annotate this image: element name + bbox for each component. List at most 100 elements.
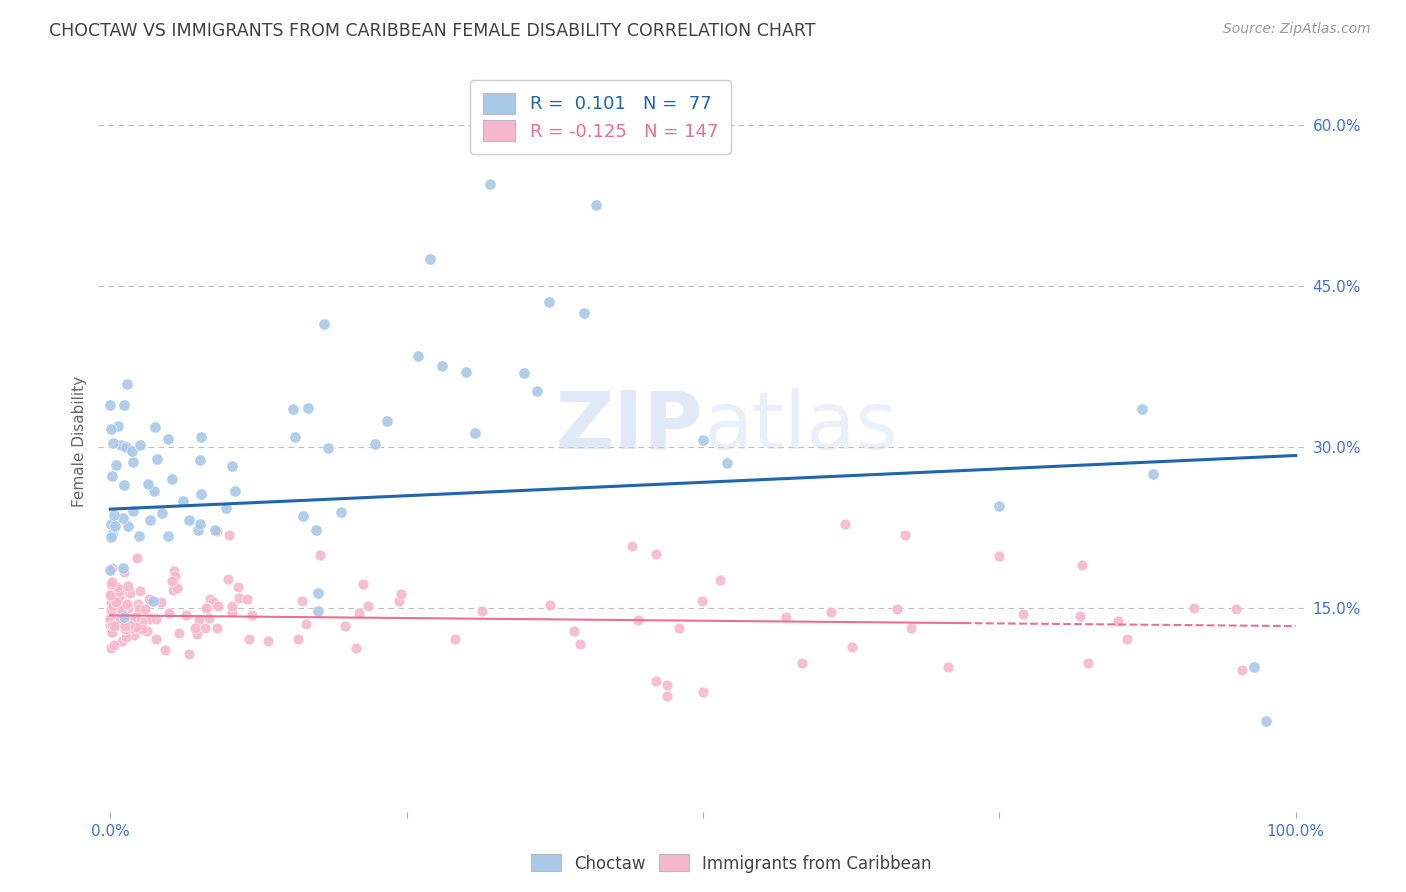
Point: [100, 640, 122, 655]
Point: [893, 528, 915, 542]
Point: [114, 623, 136, 637]
Point: [221, 458, 243, 473]
Point: [112, 565, 135, 579]
Point: [344, 640, 367, 655]
Point: [100, 590, 122, 604]
Point: [166, 581, 188, 595]
Point: [160, 574, 183, 588]
Point: [100, 530, 122, 544]
Point: [98, 612, 121, 626]
Point: [104, 518, 127, 533]
Point: [101, 605, 124, 619]
Point: [167, 626, 190, 640]
Point: [107, 419, 129, 434]
Point: [226, 580, 249, 594]
Point: [235, 591, 257, 606]
Point: [197, 601, 219, 615]
Point: [284, 429, 307, 443]
Point: [108, 591, 131, 605]
Point: [432, 359, 454, 374]
Point: [114, 440, 136, 454]
Point: [107, 616, 129, 631]
Point: [150, 595, 173, 609]
Point: [287, 632, 309, 646]
Point: [1012, 607, 1035, 621]
Point: [128, 601, 150, 615]
Point: [188, 517, 211, 532]
Point: [139, 612, 162, 626]
Point: [112, 398, 135, 412]
Point: [194, 601, 217, 615]
Point: [101, 561, 124, 575]
Point: [1077, 657, 1099, 671]
Point: [387, 593, 409, 607]
Point: [103, 585, 125, 599]
Point: [1116, 632, 1139, 646]
Point: [471, 604, 494, 618]
Point: [309, 548, 332, 562]
Point: [112, 610, 135, 624]
Point: [1225, 602, 1247, 616]
Point: [100, 516, 122, 531]
Point: [389, 587, 412, 601]
Point: [172, 493, 194, 508]
Point: [142, 594, 165, 608]
Point: [349, 606, 371, 620]
Point: [163, 564, 186, 578]
Point: [215, 501, 238, 516]
Point: [138, 592, 160, 607]
Point: [1182, 601, 1205, 615]
Text: ZIP: ZIP: [555, 388, 703, 466]
Point: [569, 637, 592, 651]
Point: [692, 433, 714, 447]
Point: [157, 606, 180, 620]
Point: [184, 621, 207, 635]
Point: [153, 643, 176, 657]
Point: [145, 612, 167, 626]
Point: [98, 563, 121, 577]
Point: [128, 529, 150, 543]
Legend: R =  0.101   N =  77, R = -0.125   N = 147: R = 0.101 N = 77, R = -0.125 N = 147: [470, 80, 731, 153]
Point: [127, 597, 149, 611]
Point: [100, 603, 122, 617]
Point: [375, 415, 398, 429]
Point: [143, 484, 166, 499]
Point: [108, 583, 131, 598]
Point: [127, 550, 149, 565]
Point: [115, 376, 138, 391]
Point: [100, 422, 122, 436]
Point: [162, 472, 184, 486]
Point: [186, 626, 208, 640]
Point: [120, 612, 142, 626]
Point: [105, 580, 128, 594]
Point: [1243, 660, 1265, 674]
Point: [108, 589, 131, 603]
Point: [217, 572, 239, 586]
Point: [291, 508, 314, 523]
Point: [179, 648, 201, 662]
Point: [112, 511, 135, 525]
Point: [297, 401, 319, 415]
Point: [988, 499, 1011, 513]
Point: [668, 621, 690, 635]
Point: [100, 625, 122, 640]
Legend: Choctaw, Immigrants from Caribbean: Choctaw, Immigrants from Caribbean: [524, 847, 938, 880]
Point: [1107, 614, 1129, 628]
Point: [122, 628, 145, 642]
Point: [197, 611, 219, 625]
Point: [122, 621, 145, 635]
Point: [101, 624, 124, 639]
Point: [98, 612, 121, 626]
Point: [187, 613, 209, 627]
Point: [120, 612, 142, 626]
Point: [281, 401, 304, 416]
Point: [187, 523, 209, 537]
Point: [117, 601, 139, 615]
Point: [295, 616, 318, 631]
Point: [111, 610, 134, 624]
Point: [146, 452, 169, 467]
Point: [118, 616, 141, 631]
Point: [709, 573, 731, 587]
Point: [204, 523, 226, 537]
Point: [118, 585, 141, 599]
